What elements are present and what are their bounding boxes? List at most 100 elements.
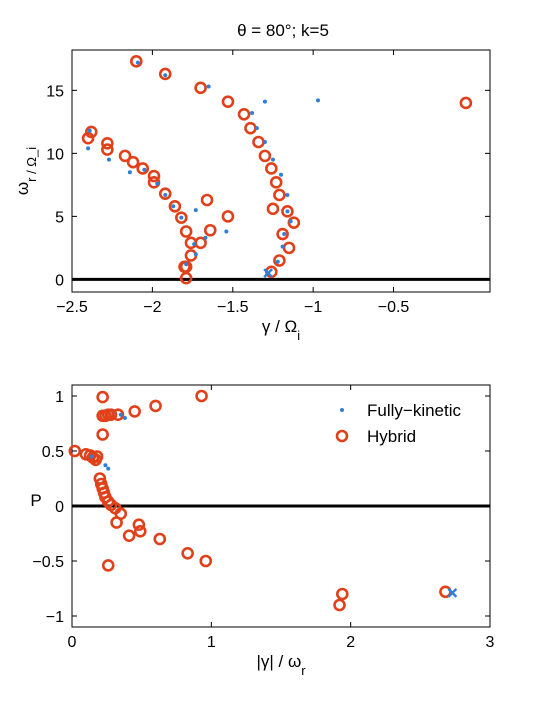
x-marker bbox=[447, 588, 458, 598]
hybrid-point bbox=[136, 162, 150, 175]
hybrid-point bbox=[110, 516, 123, 529]
hybrid-point bbox=[101, 143, 114, 156]
fully-kinetic-point bbox=[106, 157, 111, 162]
x-axis-label: |γ| / ωr bbox=[256, 652, 306, 678]
hybrid-point bbox=[104, 408, 118, 422]
x-axis-label: γ / Ωi bbox=[262, 317, 300, 343]
hybrid-point bbox=[149, 399, 162, 413]
fully-kinetic-point bbox=[275, 259, 280, 264]
hybrid-point bbox=[68, 444, 82, 458]
y-axis-label: ωr / Ω_i bbox=[13, 147, 39, 195]
fully-kinetic-point bbox=[163, 73, 168, 78]
x-tick-label: 1 bbox=[207, 634, 216, 651]
hybrid-point bbox=[101, 559, 115, 572]
y-tick-label: 0 bbox=[55, 499, 64, 516]
hybrid-point bbox=[266, 202, 280, 216]
hybrid-point bbox=[333, 598, 346, 612]
y-tick-label: 15 bbox=[46, 83, 64, 100]
hybrid-point bbox=[195, 389, 208, 403]
hybrid-point bbox=[237, 107, 251, 121]
hybrid-point bbox=[168, 199, 182, 213]
fully-kinetic-point bbox=[206, 84, 211, 89]
y-tick-label: 0 bbox=[55, 272, 64, 289]
x-tick-label: 2 bbox=[346, 634, 355, 651]
y-tick-label: 1 bbox=[55, 389, 64, 406]
hybrid-point bbox=[122, 529, 136, 543]
hybrid-point bbox=[276, 227, 289, 241]
hybrid-point bbox=[203, 223, 217, 237]
hybrid-point bbox=[158, 187, 172, 200]
x-tick-label: −0.5 bbox=[378, 299, 410, 316]
fully-kinetic-point bbox=[193, 252, 198, 257]
fully-kinetic-point bbox=[163, 192, 168, 197]
hybrid-point bbox=[200, 193, 214, 207]
fully-kinetic-point bbox=[87, 128, 92, 133]
hybrid-point bbox=[287, 216, 301, 229]
fully-kinetic-point bbox=[171, 204, 176, 209]
hybrid-point bbox=[128, 405, 141, 418]
fully-kinetic-point bbox=[118, 412, 123, 417]
x-tick-label: −2.5 bbox=[56, 299, 88, 316]
fully-kinetic-point bbox=[250, 111, 255, 116]
fully-kinetic-point bbox=[279, 172, 283, 177]
fully-kinetic-point bbox=[122, 416, 127, 420]
fully-kinetic-point bbox=[315, 98, 320, 103]
fully-kinetic-point bbox=[203, 235, 208, 240]
y-tick-label: 5 bbox=[55, 209, 64, 226]
hybrid-point bbox=[178, 260, 191, 274]
hybrid-point bbox=[265, 162, 278, 175]
x-tick-label: 0 bbox=[68, 634, 77, 651]
fully-kinetic-point bbox=[280, 244, 285, 249]
hybrid-point bbox=[158, 67, 172, 81]
hybrid-point bbox=[179, 225, 193, 238]
hybrid-point bbox=[126, 155, 140, 169]
fully-kinetic-point bbox=[285, 209, 290, 214]
top-plot: −2.5 −2 −1.5 −1 −0.5 0 5 10 15 γ / Ωi ωr / Ω_i bbox=[13, 49, 491, 343]
hybrid-point bbox=[175, 211, 188, 224]
x-tick-label: −1 bbox=[304, 299, 322, 316]
fully-kinetic-point bbox=[262, 99, 267, 104]
fully-kinetic-point bbox=[262, 140, 267, 145]
fully-kinetic-point bbox=[142, 167, 147, 172]
fully-kinetic-point bbox=[86, 146, 91, 151]
fully-kinetic-point bbox=[285, 192, 290, 197]
hybrid-point bbox=[132, 518, 146, 532]
x-tick-label: −2 bbox=[143, 299, 161, 316]
hybrid-point bbox=[96, 390, 109, 404]
legend-label: Hybrid bbox=[367, 427, 416, 446]
hybrid-point bbox=[179, 271, 193, 285]
hybrid-point bbox=[184, 236, 198, 250]
hybrid-point bbox=[194, 81, 207, 95]
fully-kinetic-point bbox=[254, 126, 259, 131]
y-tick-label: 0.5 bbox=[42, 444, 64, 461]
y-tick-label: −0.5 bbox=[32, 554, 64, 571]
hybrid-point bbox=[281, 205, 294, 218]
hybrid-point bbox=[252, 135, 265, 149]
fully-kinetic-point bbox=[179, 215, 184, 220]
fully-kinetic-point bbox=[224, 229, 229, 234]
hybrid-point bbox=[111, 408, 125, 422]
hybrid-point bbox=[244, 121, 257, 135]
hybrid-point bbox=[258, 149, 272, 163]
fully-kinetic-point bbox=[270, 157, 275, 162]
fully-kinetic-point bbox=[193, 208, 198, 213]
figure-title: θ = 80°; k=5 bbox=[237, 21, 329, 40]
fully-kinetic-point bbox=[184, 262, 189, 267]
hybrid-point bbox=[118, 149, 132, 163]
y-axis-label: P bbox=[30, 491, 41, 510]
fully-kinetic-point bbox=[282, 232, 287, 237]
hybrid-point bbox=[101, 136, 114, 150]
hybrid-point bbox=[147, 169, 161, 183]
legend-dot-icon bbox=[340, 408, 344, 412]
hybrid-point bbox=[147, 176, 161, 189]
fully-kinetic-point bbox=[127, 170, 132, 175]
hybrid-point bbox=[269, 176, 283, 189]
hybrid-point bbox=[336, 587, 349, 601]
x-tick-label: −1.5 bbox=[217, 299, 249, 316]
legend-label: Fully−kinetic bbox=[367, 401, 462, 420]
legend-circle-icon bbox=[335, 429, 349, 443]
fully-kinetic-point bbox=[106, 466, 111, 471]
fully-kinetic-point bbox=[103, 463, 108, 468]
hybrid-point bbox=[181, 546, 194, 560]
